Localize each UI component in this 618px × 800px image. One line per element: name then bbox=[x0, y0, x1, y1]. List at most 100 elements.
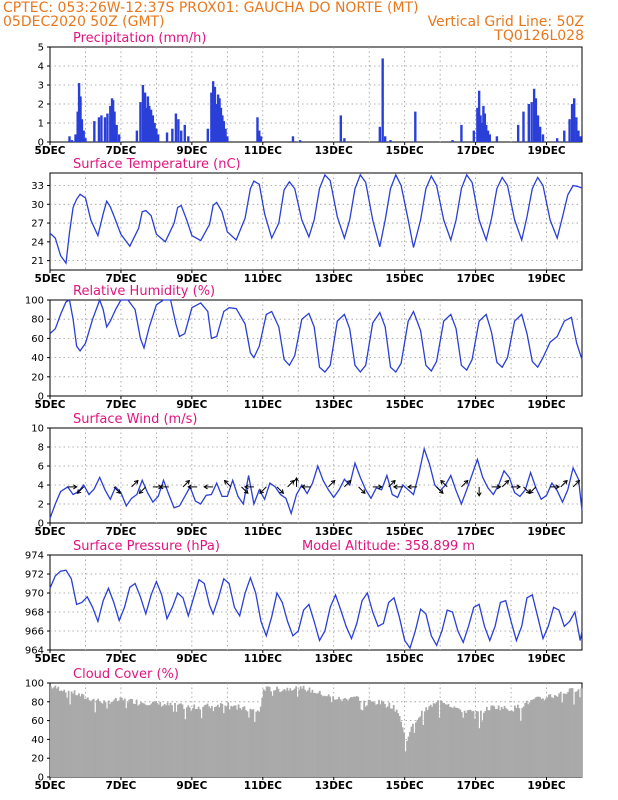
precip-bar bbox=[482, 105, 485, 142]
cloud-bar bbox=[459, 709, 462, 777]
cloud-bar bbox=[160, 706, 163, 777]
cloud-bar bbox=[522, 706, 525, 777]
cloud-bar bbox=[404, 751, 407, 777]
cloud-bar bbox=[494, 709, 497, 777]
cloud-bar bbox=[487, 710, 490, 777]
cloud-bar bbox=[197, 706, 200, 777]
cloud-bar bbox=[370, 701, 373, 777]
cloud-bar bbox=[323, 695, 326, 777]
precip-bar bbox=[221, 115, 224, 142]
x-tick-label: 13DEC bbox=[315, 399, 354, 411]
y-tick-label: 21 bbox=[31, 256, 44, 267]
precip-bar bbox=[577, 130, 580, 142]
y-tick-label: 60 bbox=[31, 334, 44, 345]
cloud-bar bbox=[472, 711, 475, 777]
cloud-bar bbox=[154, 701, 157, 777]
x-tick-label: 13DEC bbox=[315, 273, 354, 285]
cloud-bar bbox=[536, 696, 538, 777]
precip-bar bbox=[111, 100, 115, 142]
wind-vector bbox=[276, 486, 284, 494]
cloud-bar bbox=[527, 704, 530, 777]
wind-arrowhead bbox=[360, 489, 366, 494]
cloud-bar bbox=[117, 700, 120, 777]
cloud-bar bbox=[129, 698, 132, 777]
cloud-bar bbox=[308, 687, 311, 777]
cloud-bar bbox=[313, 692, 315, 777]
cloud-bar bbox=[444, 704, 447, 777]
cloud-bar bbox=[248, 717, 250, 777]
precip-bar bbox=[84, 138, 87, 142]
precip-bar bbox=[291, 136, 295, 142]
wind-vector bbox=[440, 480, 448, 488]
wind-arrowhead bbox=[243, 489, 249, 494]
x-tick-label: 17DEC bbox=[456, 526, 495, 538]
cloud-bar bbox=[216, 704, 219, 777]
cloud-bar bbox=[558, 693, 561, 777]
wind-vector bbox=[560, 480, 568, 488]
cloud-bar bbox=[261, 697, 264, 777]
precip-bar bbox=[339, 115, 343, 142]
precip-bar bbox=[153, 123, 156, 142]
cloud-bar bbox=[188, 707, 191, 777]
x-tick-label: 9DEC bbox=[176, 399, 207, 411]
cloud-bar bbox=[187, 705, 190, 777]
wind-vector bbox=[501, 480, 509, 488]
x-tick-label: 19DEC bbox=[527, 145, 566, 157]
cloud-bar bbox=[460, 711, 463, 777]
wind-vector bbox=[287, 480, 295, 488]
cloud-bar bbox=[485, 706, 488, 777]
cloud-bar bbox=[423, 711, 426, 777]
cloud-bar bbox=[157, 704, 160, 777]
precip-bar bbox=[224, 128, 227, 142]
cloud-bar bbox=[530, 699, 533, 777]
precip-bar bbox=[538, 126, 542, 142]
cloud-bar bbox=[196, 708, 199, 777]
precip-bar bbox=[579, 136, 582, 142]
cloud-bar bbox=[548, 694, 550, 777]
precip-bar bbox=[180, 130, 183, 142]
cloud-bar bbox=[169, 702, 172, 777]
wind-arrowhead bbox=[555, 484, 561, 490]
cloud-bar bbox=[289, 688, 292, 777]
cloud-bar bbox=[447, 703, 450, 777]
y-tick-label: 974 bbox=[25, 551, 44, 562]
cloud-bar bbox=[64, 692, 67, 777]
cloud-bar bbox=[344, 698, 346, 777]
cloud-bar bbox=[208, 706, 210, 777]
cloud-bar bbox=[234, 705, 237, 777]
precip-bar bbox=[218, 98, 221, 142]
precip-bar bbox=[74, 134, 77, 142]
y-tick-label: 0 bbox=[38, 138, 44, 149]
cloud-bar bbox=[342, 698, 345, 777]
cloud-bar bbox=[564, 693, 567, 777]
precip-bar bbox=[495, 136, 499, 142]
cloud-bar bbox=[431, 706, 434, 777]
wind-vector bbox=[241, 486, 249, 494]
cloud-bar bbox=[135, 699, 138, 777]
panel-frame bbox=[49, 46, 583, 143]
cloud-bar bbox=[355, 695, 358, 777]
y-tick-label: 40 bbox=[31, 735, 44, 746]
cloud-bar bbox=[79, 696, 82, 777]
cloud-bar bbox=[230, 705, 233, 777]
cloud-bar bbox=[354, 696, 357, 777]
cloud-bar bbox=[219, 703, 222, 777]
cloud-bar bbox=[290, 690, 293, 777]
run-date-label: 05DEC2020 50Z (GMT) bbox=[3, 14, 165, 30]
x-tick-label: 5DEC bbox=[35, 273, 66, 285]
x-tick-label: 11DEC bbox=[244, 145, 283, 157]
cloud-bar bbox=[116, 701, 119, 777]
cloud-bar bbox=[174, 702, 176, 777]
x-tick-label: 9DEC bbox=[176, 273, 207, 285]
x-tick-label: 7DEC bbox=[105, 526, 136, 538]
cloud-bar bbox=[451, 708, 454, 777]
cloud-bar bbox=[218, 707, 221, 777]
y-tick-label: 20 bbox=[31, 754, 44, 765]
cloud-bar bbox=[462, 717, 465, 777]
cloud-bar bbox=[379, 704, 382, 777]
cloud-bar bbox=[466, 710, 469, 777]
y-tick-label: 5 bbox=[38, 43, 44, 54]
cloud-bar bbox=[406, 740, 408, 777]
panel-title: Surface Temperature (nC) bbox=[73, 157, 241, 172]
cloud-bar bbox=[338, 696, 340, 777]
